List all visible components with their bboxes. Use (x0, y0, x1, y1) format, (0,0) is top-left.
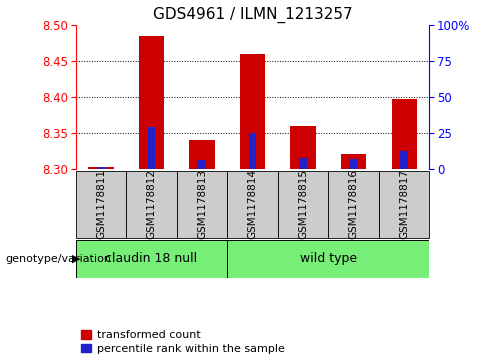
Bar (341, 154, 366, 169)
FancyBboxPatch shape (379, 171, 429, 238)
Text: wild type: wild type (300, 252, 357, 265)
FancyBboxPatch shape (278, 171, 328, 238)
Bar (299, 158, 307, 169)
Text: GSM1178816: GSM1178816 (348, 169, 359, 239)
Text: claudin 18 null: claudin 18 null (105, 252, 198, 265)
FancyBboxPatch shape (328, 171, 379, 238)
FancyBboxPatch shape (76, 171, 126, 238)
Bar (189, 140, 215, 169)
Bar (240, 54, 265, 169)
Legend: transformed count, percentile rank within the sample: transformed count, percentile rank withi… (81, 330, 285, 354)
FancyBboxPatch shape (227, 240, 429, 278)
Text: GSM1178811: GSM1178811 (96, 169, 106, 239)
FancyBboxPatch shape (126, 171, 177, 238)
Bar (88, 167, 114, 169)
Bar (350, 159, 357, 169)
Bar (290, 126, 316, 169)
Bar (391, 98, 417, 169)
Text: genotype/variation: genotype/variation (5, 254, 111, 264)
FancyBboxPatch shape (76, 240, 227, 278)
FancyBboxPatch shape (227, 171, 278, 238)
Title: GDS4961 / ILMN_1213257: GDS4961 / ILMN_1213257 (153, 7, 352, 23)
FancyBboxPatch shape (177, 171, 227, 238)
Bar (97, 167, 105, 169)
Bar (198, 160, 206, 169)
Text: GSM1178815: GSM1178815 (298, 169, 308, 239)
Bar (400, 151, 408, 169)
Text: ▶: ▶ (72, 254, 81, 264)
Bar (249, 133, 256, 169)
Bar (148, 127, 155, 169)
Text: GSM1178813: GSM1178813 (197, 169, 207, 239)
Bar (139, 36, 164, 169)
Text: GSM1178817: GSM1178817 (399, 169, 409, 239)
Text: GSM1178812: GSM1178812 (146, 169, 157, 239)
Text: GSM1178814: GSM1178814 (247, 169, 258, 239)
